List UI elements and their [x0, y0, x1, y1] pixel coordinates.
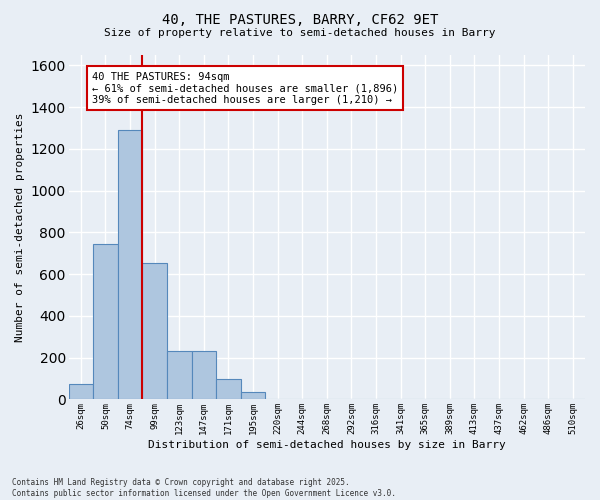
Bar — [142, 262, 167, 400]
Text: 40 THE PASTURES: 94sqm
← 61% of semi-detached houses are smaller (1,896)
39% of : 40 THE PASTURES: 94sqm ← 61% of semi-det… — [92, 72, 398, 105]
Text: Size of property relative to semi-detached houses in Barry: Size of property relative to semi-detach… — [104, 28, 496, 38]
Bar — [216, 378, 241, 400]
Bar — [191, 352, 216, 400]
Text: 40, THE PASTURES, BARRY, CF62 9ET: 40, THE PASTURES, BARRY, CF62 9ET — [162, 12, 438, 26]
Bar — [167, 352, 191, 400]
Bar — [68, 384, 93, 400]
Bar — [118, 130, 142, 400]
Bar — [241, 392, 265, 400]
Y-axis label: Number of semi-detached properties: Number of semi-detached properties — [15, 112, 25, 342]
Text: Contains HM Land Registry data © Crown copyright and database right 2025.
Contai: Contains HM Land Registry data © Crown c… — [12, 478, 396, 498]
X-axis label: Distribution of semi-detached houses by size in Barry: Distribution of semi-detached houses by … — [148, 440, 506, 450]
Bar — [93, 244, 118, 400]
